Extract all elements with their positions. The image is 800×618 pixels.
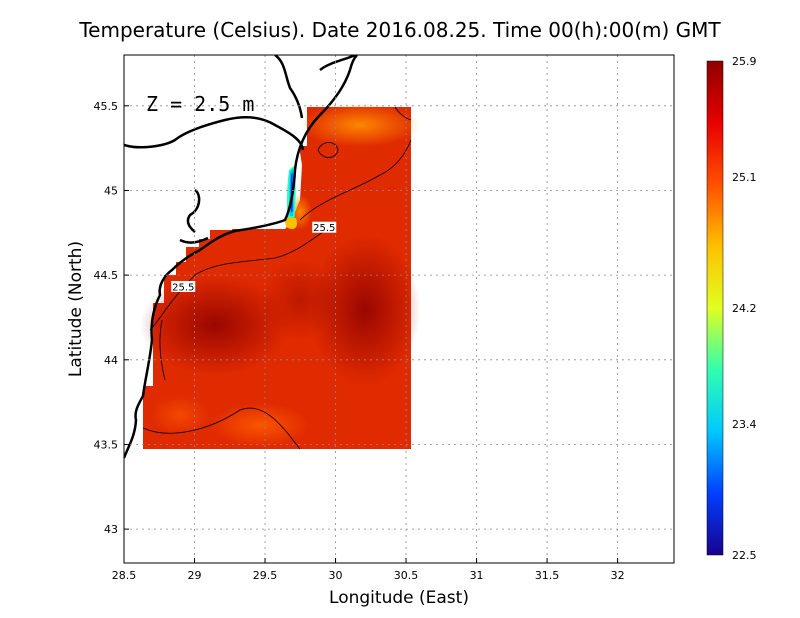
- x-tick-label: 30: [329, 569, 343, 582]
- contour-label-bg: [312, 221, 337, 233]
- y-tick-label: 45: [104, 184, 118, 197]
- y-tick-label: 44: [104, 354, 118, 367]
- x-tick-label: 30.5: [394, 569, 419, 582]
- x-tick-label: 32: [611, 569, 625, 582]
- y-tick-label: 43.5: [94, 438, 119, 451]
- coastline: [124, 55, 358, 459]
- x-tick-label: 31: [470, 569, 484, 582]
- grid-lines: [124, 55, 674, 563]
- contour-lines: [142, 106, 412, 450]
- chart-title: Temperature (Celsius). Date 2016.08.25. …: [79, 18, 721, 42]
- x-tick-label: 29: [188, 569, 202, 582]
- colorbar-tick-label: 22.5: [732, 549, 757, 562]
- colorbar: [706, 60, 724, 556]
- y-tick-label: 44.5: [94, 269, 119, 282]
- x-tick-label: 28.5: [112, 569, 137, 582]
- colorbar-tick-label: 24.2: [732, 302, 757, 315]
- depth-label: Z = 2.5 m: [146, 92, 254, 116]
- colorbar-tick-label: 25.9: [732, 55, 757, 68]
- colorbar-tick-label: 23.4: [732, 418, 757, 431]
- y-tick-label: 45.5: [94, 100, 119, 113]
- x-tick-label: 29.5: [253, 569, 278, 582]
- y-tick-label: 43: [104, 523, 118, 536]
- x-axis-label: Longitude (East): [329, 588, 469, 608]
- colorbar-tick-label: 25.1: [732, 171, 757, 184]
- y-axis-label: Latitude (North): [66, 240, 86, 378]
- x-tick-label: 31.5: [535, 569, 560, 582]
- contour-label-bg: [171, 280, 196, 292]
- plot-frame: [123, 54, 675, 564]
- contour-label: 25.5: [172, 282, 194, 293]
- contour-label: 25.5: [313, 223, 335, 234]
